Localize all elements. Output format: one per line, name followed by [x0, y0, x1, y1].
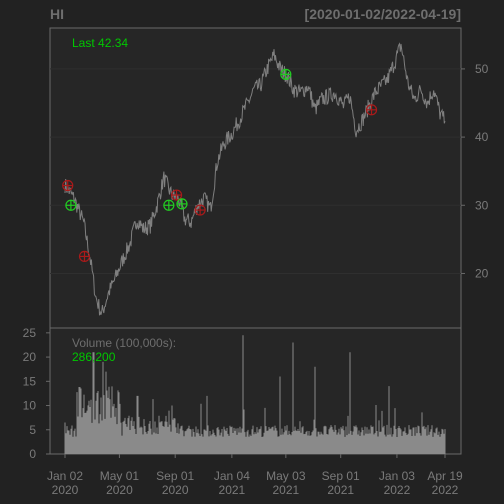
volume-bars: [64, 335, 446, 454]
x-tick-label: May 03: [266, 469, 306, 483]
x-tick-year: 2020: [106, 483, 133, 497]
x-tick-label: May 01: [100, 469, 140, 483]
x-tick-label: Sep 01: [156, 469, 194, 483]
chart-title: HI: [50, 6, 64, 22]
sell-signal-marker: [170, 189, 183, 201]
x-tick-label: Jan 03: [379, 469, 415, 483]
x-tick-year: 2020: [52, 483, 79, 497]
x-tick-year: 2021: [272, 483, 299, 497]
volume-tick-label: 5: [29, 423, 36, 437]
volume-tick-label: 15: [23, 374, 37, 388]
x-tick-year: 2021: [327, 483, 354, 497]
buy-signal-marker: [280, 68, 292, 80]
x-tick-year: 2022: [432, 483, 459, 497]
sell-signal-marker: [194, 204, 206, 216]
x-tick-label: Jan 04: [214, 469, 250, 483]
price-tick-label: 20: [475, 266, 489, 280]
price-axis-ticks: 20 30 40 50: [461, 62, 489, 280]
x-tick-year: 2020: [162, 483, 189, 497]
volume-tick-label: 10: [23, 399, 37, 413]
volume-label: Volume (100,000s):: [72, 336, 176, 350]
x-tick-label: Jan 02: [47, 469, 83, 483]
volume-axis-ticks: 0 5 10 15 20 25: [23, 326, 50, 461]
price-tick-label: 30: [475, 198, 489, 212]
sell-signal-marker: [78, 250, 91, 263]
volume-tick-label: 20: [23, 350, 37, 364]
volume-tick-label: 25: [23, 326, 37, 340]
buy-signal-marker: [163, 199, 175, 211]
sell-signal-marker: [62, 179, 74, 192]
volume-panel: 0 5 10 15 20 25 Volume (100,000s): 286,200: [23, 326, 462, 461]
sell-signal-marker: [365, 104, 378, 116]
date-range-label: [2020-01-02/2022-04-19]: [305, 6, 461, 22]
price-gridlines: [50, 68, 461, 274]
price-tick-label: 50: [475, 62, 489, 76]
volume-last-value: 286,200: [72, 350, 116, 364]
price-tick-label: 40: [475, 130, 489, 144]
signal-markers: [62, 68, 378, 263]
x-tick-label: Sep 01: [322, 469, 360, 483]
buy-signal-marker: [65, 199, 77, 211]
x-tick-label: Apr 19: [427, 469, 463, 483]
volume-tick-label: 0: [29, 447, 36, 461]
buy-signal-marker: [176, 198, 188, 210]
price-panel: 20 30 40 50 Last 42.34: [49, 27, 489, 329]
x-tick-year: 2021: [219, 483, 246, 497]
price-line-group: [64, 42, 446, 316]
price-panel-frame: [49, 27, 462, 329]
x-tick-year: 2022: [384, 483, 411, 497]
last-price-label: Last 42.34: [72, 36, 128, 50]
price-line: [64, 42, 446, 316]
